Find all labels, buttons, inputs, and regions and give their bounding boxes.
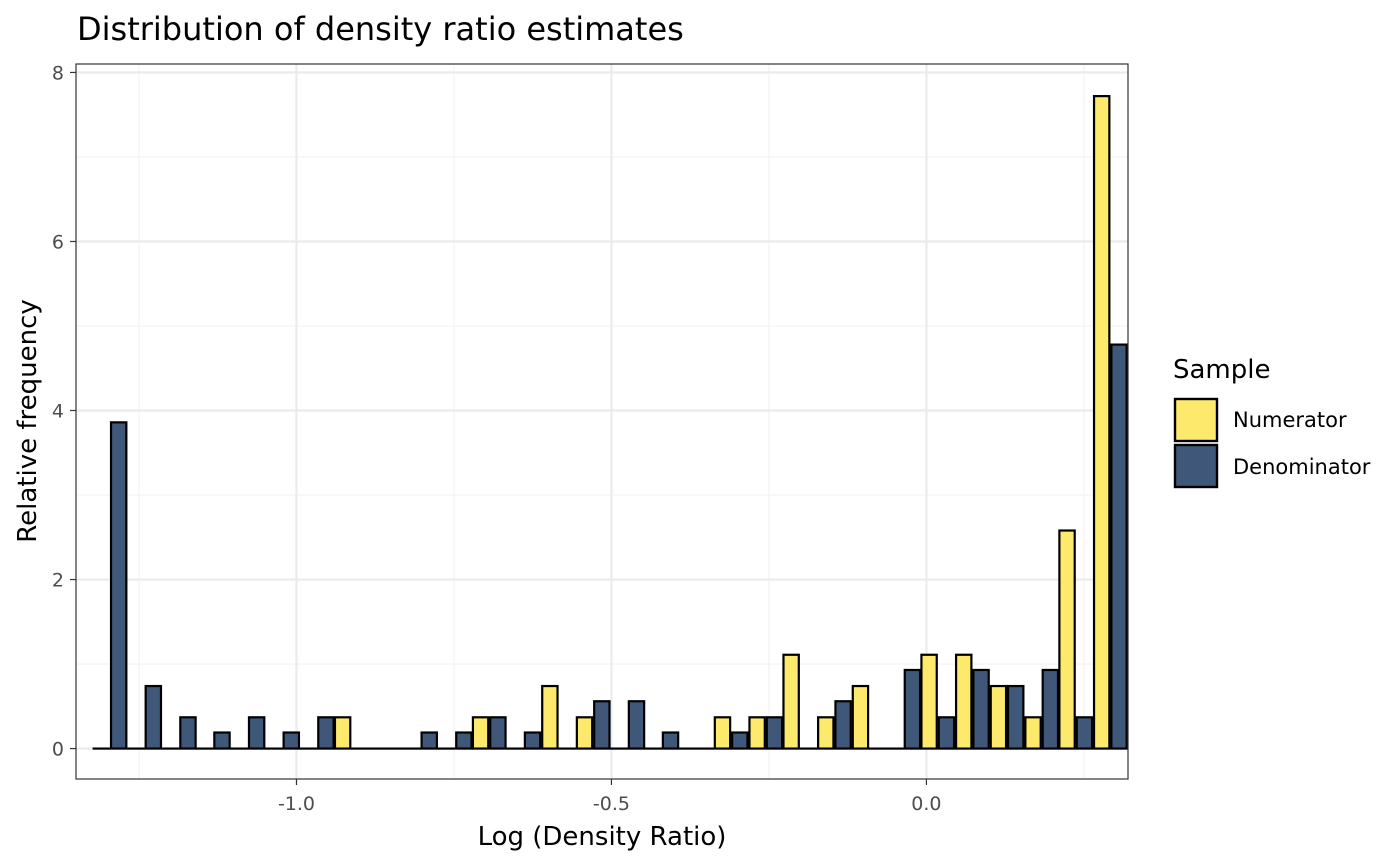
bar-denominator	[903, 668, 922, 750]
bar-numerator	[1024, 716, 1042, 750]
bar-numerator	[333, 716, 352, 750]
bar-numerator	[1058, 529, 1076, 750]
bar-denominator	[1006, 684, 1025, 750]
x-tick-label: 0.0	[911, 793, 941, 815]
legend-key-numerator	[1173, 397, 1219, 443]
x-axis: -1.0 -0.5 0.0	[278, 779, 942, 815]
bar-numerator	[575, 716, 594, 750]
y-tick-label: 8	[52, 62, 64, 84]
y-axis: 0 2 4 6 8	[52, 62, 76, 761]
bar-denominator	[213, 731, 231, 750]
bar-numerator	[471, 716, 490, 750]
chart-title: Distribution of density ratio estimates	[77, 10, 684, 48]
bar-denominator	[1110, 343, 1128, 750]
bars	[92, 95, 1128, 750]
legend: Sample Numerator Denominator	[1173, 355, 1371, 489]
minor-grid	[76, 64, 1128, 779]
legend-label-numerator: Numerator	[1233, 408, 1347, 432]
bar-numerator	[713, 716, 732, 750]
bar-numerator	[748, 716, 766, 750]
bar-denominator	[972, 668, 990, 750]
bar-denominator	[179, 716, 197, 750]
bar-numerator	[920, 653, 938, 750]
bar-denominator	[627, 700, 646, 750]
bar-numerator	[817, 716, 835, 750]
bar-denominator	[317, 716, 335, 750]
bar-denominator	[489, 716, 507, 750]
y-tick-label: 6	[52, 231, 64, 253]
legend-key-denominator	[1173, 443, 1219, 489]
bar-numerator	[851, 684, 870, 750]
bar-denominator	[1041, 668, 1060, 750]
bar-denominator	[455, 731, 473, 750]
bar-denominator	[1075, 716, 1094, 750]
bar-denominator	[109, 421, 128, 750]
bar-denominator	[937, 716, 956, 750]
bar-denominator	[593, 700, 611, 750]
legend-title: Sample	[1173, 355, 1271, 385]
bar-numerator	[1092, 95, 1111, 750]
y-tick-label: 0	[52, 739, 64, 761]
bar-denominator	[765, 716, 784, 750]
bar-denominator	[661, 731, 680, 750]
y-axis-title: Relative frequency	[13, 299, 43, 543]
bar-denominator	[282, 731, 301, 750]
bar-denominator	[523, 731, 542, 750]
bar-numerator	[541, 684, 559, 750]
y-tick-label: 4	[52, 401, 64, 423]
bar-denominator	[420, 731, 439, 750]
bar-denominator	[731, 731, 749, 750]
bar-numerator	[954, 653, 973, 750]
bar-denominator	[247, 716, 266, 750]
x-axis-title: Log (Density Ratio)	[478, 822, 727, 852]
x-tick-label: -0.5	[593, 793, 630, 815]
plot-panel	[76, 64, 1128, 779]
x-tick-label: -1.0	[278, 793, 315, 815]
legend-label-denominator: Denominator	[1233, 455, 1371, 479]
bar-denominator	[834, 700, 852, 750]
y-tick-label: 2	[52, 570, 64, 592]
bar-denominator	[144, 684, 163, 750]
plot-border	[75, 63, 1129, 780]
bar-numerator	[989, 684, 1008, 750]
bar-numerator	[782, 653, 800, 750]
